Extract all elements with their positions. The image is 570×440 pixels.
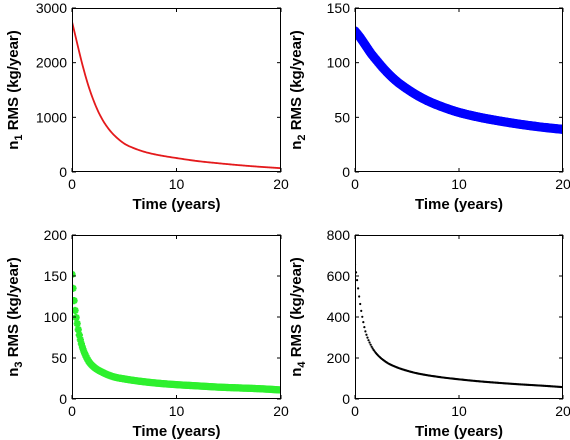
x-tick-label: 20: [273, 176, 289, 192]
y-tick-label: 0: [59, 164, 67, 180]
y-tick-label: 800: [327, 227, 351, 243]
data-point: [370, 345, 373, 348]
y-tick-label: 1000: [36, 109, 67, 125]
axes-frame: [72, 8, 281, 172]
y-axis-label: n1 RMS (kg/year): [5, 30, 25, 150]
data-point: [359, 302, 362, 306]
y-label-symbol: n: [5, 368, 22, 377]
x-tick-label: 10: [451, 176, 467, 192]
y-label-symbol: n: [288, 141, 305, 150]
data-point: [74, 326, 82, 334]
y-label-subscript: 2: [296, 134, 308, 140]
y-label-text: RMS (kg/year): [5, 30, 22, 134]
series-marks: [72, 270, 281, 394]
data-point: [362, 321, 365, 324]
data-point: [361, 315, 364, 318]
y-label-text: RMS (kg/year): [288, 257, 305, 361]
chart-panel-2: 0 10 20 0 50 100 150 Time (years) n2 RMS (kg/yea…: [288, 0, 570, 213]
y-tick-label: 150: [44, 268, 68, 284]
y-label-text: RMS (kg/year): [5, 257, 22, 361]
series-marks: [355, 263, 563, 389]
y-label-symbol: n: [288, 368, 305, 377]
y-label-subscript: 3: [13, 361, 25, 367]
y-tick-label: 50: [51, 350, 67, 366]
x-tick-label: 10: [169, 403, 185, 419]
x-axis-label: Time (years): [415, 423, 503, 440]
y-tick-label: 600: [327, 268, 351, 284]
data-point: [72, 306, 79, 315]
x-tick-label: 0: [68, 176, 76, 192]
y-tick-label: 50: [334, 109, 350, 125]
y-label-symbol: n: [5, 141, 22, 150]
y-tick-label: 0: [342, 164, 350, 180]
y-tick-label: 200: [44, 227, 68, 243]
y-tick-label: 100: [327, 55, 351, 71]
data-point: [72, 284, 77, 292]
y-tick-label: 3000: [36, 0, 67, 16]
x-axis-label: Time (years): [415, 196, 503, 213]
data-point: [364, 330, 367, 333]
y-tick-label: 100: [44, 309, 68, 325]
y-axis-label: n4 RMS (kg/year): [288, 257, 308, 377]
axes-frame: [355, 235, 563, 399]
x-tick-label: 10: [169, 176, 185, 192]
y-tick-label: 400: [327, 309, 351, 325]
data-point: [365, 333, 368, 336]
x-axis-label: Time (years): [132, 196, 220, 213]
data-point: [76, 336, 84, 344]
y-label-subscript: 4: [296, 361, 308, 368]
data-point: [367, 339, 370, 342]
x-tick-label: 20: [273, 403, 289, 419]
y-tick-label: 0: [342, 391, 350, 407]
data-point: [73, 319, 81, 328]
data-point: [355, 279, 359, 282]
x-tick-label: 0: [68, 403, 76, 419]
y-label-subscript: 1: [13, 134, 25, 140]
y-axis-label: n2 RMS (kg/year): [288, 30, 308, 150]
data-point: [366, 336, 369, 339]
x-tick-label: 0: [351, 176, 359, 192]
data-point: [360, 309, 363, 312]
axes-frame: [355, 8, 563, 172]
x-tick-label: 20: [555, 176, 570, 192]
y-tick-label: 2000: [36, 55, 67, 71]
data-point: [72, 297, 78, 305]
x-tick-label: 0: [351, 403, 359, 419]
x-tick-label: 10: [451, 403, 467, 419]
x-axis-label: Time (years): [132, 423, 220, 440]
data-point: [75, 331, 83, 339]
series-line: [72, 21, 281, 170]
x-tick-label: 20: [555, 403, 570, 419]
y-label-text: RMS (kg/year): [288, 30, 305, 134]
data-point: [369, 343, 372, 346]
data-point: [368, 341, 371, 344]
data-point: [358, 295, 361, 298]
y-axis-label: n3 RMS (kg/year): [5, 257, 25, 377]
data-point: [357, 287, 360, 290]
series-marks: [355, 26, 563, 134]
data-point: [558, 124, 563, 134]
y-tick-label: 0: [59, 391, 67, 407]
series-marks: [72, 21, 281, 170]
data-point: [371, 347, 374, 350]
chart-panel-1: 0 10 20 0 1000 2000 3000 Time (years) n1 RMS (kg…: [5, 0, 289, 213]
y-tick-label: 200: [327, 350, 351, 366]
data-point: [363, 326, 366, 329]
data-point: [72, 313, 80, 322]
y-tick-label: 150: [327, 0, 351, 16]
